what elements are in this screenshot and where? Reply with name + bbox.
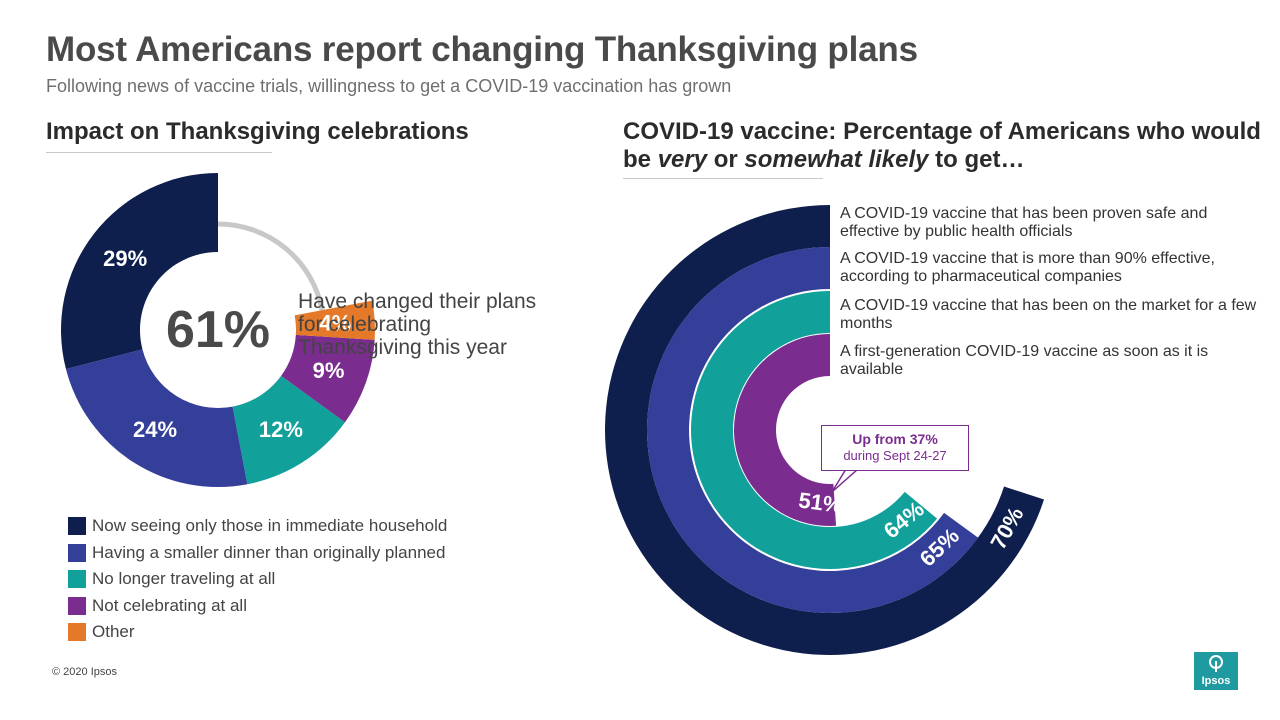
left-heading-divider	[46, 152, 272, 153]
ipsos-logo: Ipsos	[1194, 652, 1238, 690]
thanksgiving-donut-chart: 29% 24% 12% 9% 4%	[60, 173, 375, 487]
donut-value-label: 12%	[259, 417, 303, 442]
right-heading-text-3: to get…	[928, 146, 1025, 173]
legend-swatch	[68, 570, 86, 589]
legend-item: Now seeing only those in immediate house…	[68, 513, 447, 540]
legend-label: No longer traveling at all	[92, 569, 276, 589]
donut-value-label: 29%	[103, 246, 147, 271]
change-callout: Up from 37% during Sept 24-27	[821, 425, 969, 471]
legend-swatch	[68, 543, 86, 562]
right-heading-text-1: COVID-19 vaccine: Percentage of American…	[623, 118, 1261, 173]
copyright-notice: © 2020 Ipsos	[52, 666, 117, 678]
slide-title: Most Americans report changing Thanksgiv…	[46, 30, 918, 69]
donut-center-value: 61%	[165, 301, 271, 359]
legend-swatch	[68, 623, 86, 642]
callout-main-text: Up from 37%	[852, 431, 938, 447]
radial-value-label: 51%	[797, 487, 844, 517]
donut-segment	[281, 334, 375, 423]
donut-legend: Now seeing only those in immediate house…	[68, 513, 447, 646]
slide-subtitle: Following news of vaccine trials, willin…	[46, 76, 732, 96]
donut-value-label: 4%	[319, 311, 351, 336]
right-heading-text-2: or	[707, 146, 745, 173]
donut-segment	[232, 375, 346, 485]
legend-swatch	[68, 596, 86, 615]
right-section-heading: COVID-19 vaccine: Percentage of American…	[623, 118, 1263, 174]
donut-value-label: 24%	[133, 417, 177, 442]
donut-value-label: 9%	[313, 358, 345, 383]
legend-label: Now seeing only those in immediate house…	[92, 516, 448, 536]
legend-item: Not celebrating at all	[68, 593, 447, 620]
vaccine-category-label: A first-generation COVID-19 vaccine as s…	[840, 343, 1209, 378]
legend-item: Having a smaller dinner than originally …	[68, 540, 447, 567]
ipsos-logo-text: Ipsos	[1201, 675, 1231, 687]
legend-item: Other	[68, 619, 447, 646]
radial-bar	[734, 334, 837, 526]
donut-center-description: Have changed their plans for celebrating…	[298, 290, 537, 359]
vaccine-radial-bar-chart: 70%65%64%51%	[605, 205, 1044, 655]
right-heading-emphasis-somewhat: somewhat likely	[744, 146, 929, 173]
donut-segment	[65, 349, 248, 487]
vaccine-category-label: A COVID-19 vaccine that has been on the …	[840, 297, 1257, 332]
vaccine-category-label: A COVID-19 vaccine that is more than 90%…	[840, 250, 1215, 285]
left-section-heading: Impact on Thanksgiving celebrations	[46, 118, 469, 145]
legend-swatch	[68, 517, 86, 536]
callout-sub-text: during Sept 24-27	[843, 448, 947, 463]
right-heading-emphasis-very: very	[657, 146, 708, 173]
donut-remainder-ring	[217, 221, 325, 311]
callout-pointer	[831, 468, 860, 493]
radial-bar	[691, 291, 938, 569]
right-heading-divider	[623, 178, 823, 179]
legend-label: Other	[92, 622, 135, 642]
legend-label: Having a smaller dinner than originally …	[92, 542, 446, 562]
ipsos-logo-icon	[1209, 655, 1223, 672]
donut-segment	[60, 173, 218, 370]
donut-segment	[294, 300, 375, 340]
vaccine-category-label: A COVID-19 vaccine that has been proven …	[840, 205, 1208, 240]
legend-item: No longer traveling at all	[68, 566, 447, 593]
legend-label: Not celebrating at all	[92, 595, 247, 615]
